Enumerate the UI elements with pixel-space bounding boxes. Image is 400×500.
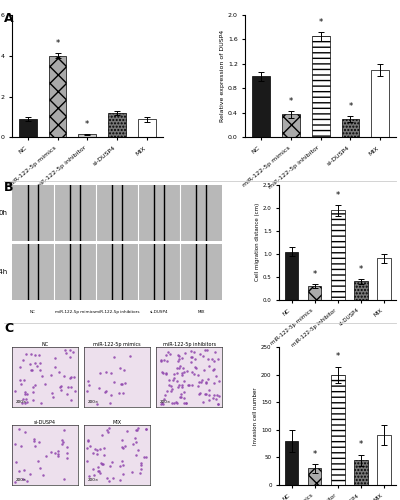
Text: miR-122-5p mimics: miR-122-5p mimics — [55, 310, 95, 314]
Bar — [354, 460, 368, 485]
Bar — [308, 468, 322, 485]
Bar — [331, 375, 344, 485]
Text: miR-122-5p inhibitors: miR-122-5p inhibitors — [95, 310, 139, 314]
Text: *: * — [336, 352, 340, 361]
Y-axis label: 24h: 24h — [0, 268, 8, 274]
Text: 200×: 200× — [160, 400, 171, 404]
Text: *: * — [312, 270, 317, 279]
Text: *: * — [289, 96, 293, 106]
Bar — [284, 252, 298, 300]
Text: 200×: 200× — [15, 478, 27, 482]
Text: B: B — [4, 181, 14, 194]
Bar — [252, 76, 270, 138]
Title: NC: NC — [41, 342, 48, 347]
Text: *: * — [56, 40, 60, 48]
Bar — [19, 119, 37, 138]
Bar — [282, 114, 300, 138]
Text: 200×: 200× — [88, 478, 99, 482]
Text: *: * — [85, 120, 90, 128]
Text: *: * — [318, 18, 323, 26]
Y-axis label: Invasion cell number: Invasion cell number — [253, 388, 258, 445]
Bar — [284, 441, 298, 485]
Bar — [312, 36, 330, 138]
Title: miR-122-5p inhibitors: miR-122-5p inhibitors — [163, 342, 216, 347]
Bar — [331, 210, 344, 300]
Bar — [138, 119, 156, 138]
Text: 200×: 200× — [15, 400, 27, 404]
Bar — [377, 258, 391, 300]
Y-axis label: Cell migration distance (cm): Cell migration distance (cm) — [255, 203, 260, 281]
Bar — [78, 134, 96, 138]
Text: *: * — [358, 265, 363, 274]
Y-axis label: Relative expression of DUSP4: Relative expression of DUSP4 — [220, 30, 225, 122]
Bar — [377, 436, 391, 485]
Bar — [308, 286, 322, 300]
Title: MIX: MIX — [112, 420, 122, 424]
Bar — [342, 119, 359, 138]
Text: NC: NC — [30, 310, 36, 314]
Bar — [354, 282, 368, 300]
Text: *: * — [336, 191, 340, 200]
Bar — [108, 113, 126, 138]
Title: miR-122-5p mimics: miR-122-5p mimics — [93, 342, 141, 347]
Text: *: * — [358, 440, 363, 449]
Bar — [49, 56, 66, 138]
Bar — [371, 70, 389, 138]
Y-axis label: 0h: 0h — [0, 210, 8, 216]
Text: *: * — [312, 450, 317, 458]
Text: MIX: MIX — [197, 310, 205, 314]
Text: 200×: 200× — [88, 400, 99, 404]
Title: si-DUSP4: si-DUSP4 — [34, 420, 56, 424]
Text: si-DUSP4: si-DUSP4 — [150, 310, 168, 314]
Text: *: * — [348, 102, 352, 111]
Text: C: C — [4, 322, 13, 336]
Text: A: A — [4, 12, 14, 26]
